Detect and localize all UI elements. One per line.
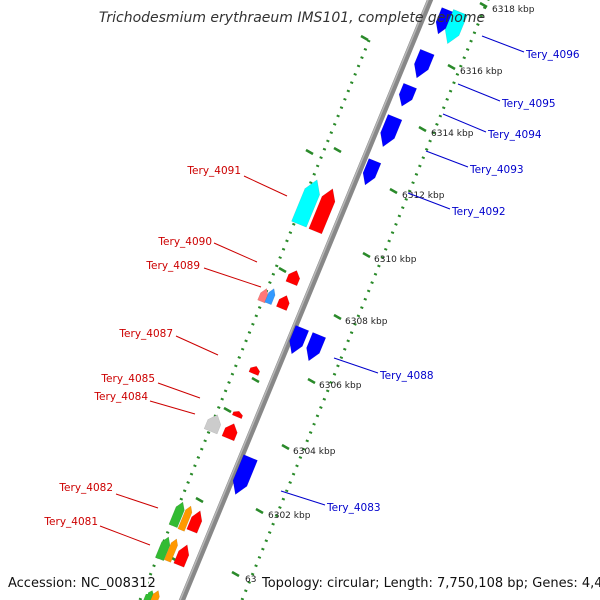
tick-6300-label: 63	[245, 575, 256, 585]
tick-6306-label: 6306 kbp	[319, 381, 362, 391]
minor-tick-2	[333, 146, 342, 154]
gene-arrow-4089b	[264, 288, 276, 306]
tery-4095-label: Tery_4095	[501, 98, 556, 110]
forward-gene-arrow-4090	[285, 270, 301, 287]
tery-4093-leader	[425, 150, 469, 168]
tick-6316-label: 6316 kbp	[460, 67, 503, 77]
forward-gene-arrow-4084	[221, 423, 238, 442]
tick-6312-label: 6312 kbp	[402, 191, 445, 201]
tery-4092-leader	[407, 192, 451, 210]
genome-backbone	[178, 0, 434, 600]
reverse-gene-arrow-4092	[362, 158, 382, 186]
minor-tick-7	[195, 496, 204, 504]
tery-4085-label: Tery_4085	[100, 373, 155, 385]
gene-arrow-4080-orange	[150, 590, 160, 600]
rna-gene-arrow-4096	[444, 9, 468, 45]
forward-gene-arrow-4081	[173, 544, 190, 568]
tery-4082-label: Tery_4082	[58, 482, 113, 494]
map-title: Trichodesmium erythraeum IMS101, complet…	[99, 10, 485, 26]
accession-label: Accession: NC_008312	[8, 576, 156, 591]
label-leader-lines: Tery_4091 Tery_4090 Tery_4089 Tery_4087 Tery…	[43, 35, 580, 546]
tery-4084-label: Tery_4084	[93, 391, 148, 403]
other-gene-arrow-4084	[203, 414, 222, 435]
genome-backbone-highlight	[179, 0, 429, 600]
tick-6316-mark	[447, 63, 456, 71]
gene-arrow-4082-green	[168, 501, 185, 529]
tery-4094-leader	[442, 113, 487, 133]
tery-4085-leader	[157, 382, 201, 399]
tick-6310-label: 6310 kbp	[374, 255, 417, 265]
tick-6310-mark	[362, 251, 371, 259]
tick-6302-mark	[255, 507, 264, 515]
tery-4081-leader	[99, 525, 151, 546]
tick-6306-mark	[307, 377, 316, 385]
tery-4083-leader	[280, 490, 326, 506]
genome-summary: Topology: circular; Length: 7,750,108 bp…	[261, 576, 600, 591]
rna-gene-arrow-4091	[291, 179, 320, 228]
tery-4091-leader	[243, 175, 288, 197]
tick-6304-mark	[281, 443, 290, 451]
tery-4081-label: Tery_4081	[43, 516, 98, 528]
forward-gene-arrow-4087	[248, 366, 261, 376]
forward-gene-arrow-4091	[308, 188, 336, 235]
tery-4095-leader	[457, 83, 501, 102]
gene-arrow-4081-orange	[163, 538, 178, 563]
tery-4089-leader	[203, 267, 262, 288]
tick-marks: 6318 kbp 6316 kbp 6314 kbp 6312 kbp 6310 kbp…	[171, 1, 535, 585]
forward-gene-arrow-4089	[275, 295, 290, 311]
tery-4093-label: Tery_4093	[469, 164, 524, 176]
tery-4087-label: Tery_4087	[118, 328, 173, 340]
tick-6308-label: 6308 kbp	[345, 317, 388, 327]
minor-tick-4	[278, 266, 287, 274]
tery-4092-label: Tery_4092	[451, 206, 506, 218]
tick-6312-mark	[389, 187, 398, 195]
tery-4082-leader	[115, 493, 159, 509]
tick-6314-label: 6314 kbp	[431, 129, 474, 139]
tery-4090-leader	[213, 242, 258, 263]
reverse-gene-arrow-4083	[232, 454, 258, 495]
gene-features	[143, 7, 468, 600]
minor-tick-5	[251, 376, 260, 384]
tery-4091-label: Tery_4091	[186, 165, 241, 177]
guide-track-2	[240, 0, 490, 600]
tery-4090-label: Tery_4090	[157, 236, 212, 248]
tick-6318-label: 6318 kbp	[492, 5, 535, 15]
tery-4094-label: Tery_4094	[487, 129, 542, 141]
tery-4089-label: Tery_4089	[145, 260, 200, 272]
gene-arrow-4081-green	[154, 536, 171, 562]
forward-gene-arrow-4085	[231, 410, 243, 420]
reverse-gene-arrow-4088b	[306, 332, 327, 362]
tery-4087-leader	[175, 335, 219, 356]
gene-arrow-4082-orange	[177, 505, 193, 532]
reverse-gene-arrow-4088a	[289, 325, 310, 355]
tick-6314-mark	[418, 125, 427, 133]
reverse-gene-arrow-4096	[435, 7, 455, 35]
tick-6302-label: 6302 kbp	[268, 511, 311, 521]
minor-tick-1	[360, 34, 369, 42]
reverse-gene-arrow-4095	[414, 48, 435, 79]
tery-4096-label: Tery_4096	[525, 49, 580, 61]
tery-4083-label: Tery_4083	[326, 502, 381, 514]
forward-gene-arrow-4082	[186, 510, 203, 534]
tery-4084-leader	[149, 400, 196, 415]
feature-track-guides	[138, 0, 490, 600]
footer-background-right	[258, 572, 594, 594]
gene-arrow-4089a	[257, 288, 269, 304]
tick-6318-mark	[479, 1, 488, 9]
tick-6308-mark	[333, 313, 342, 321]
reverse-gene-arrow-4094	[398, 82, 418, 107]
minor-tick-6	[223, 406, 232, 414]
minor-tick-3	[305, 148, 314, 156]
tick-6304-label: 6304 kbp	[293, 447, 336, 457]
tery-4088-leader	[333, 357, 379, 374]
tick-6300-mark	[231, 570, 240, 578]
reverse-gene-arrow-4093	[380, 114, 403, 148]
footer-background-left	[4, 572, 148, 594]
tery-4088-label: Tery_4088	[379, 370, 434, 382]
tery-4096-leader	[481, 35, 525, 53]
